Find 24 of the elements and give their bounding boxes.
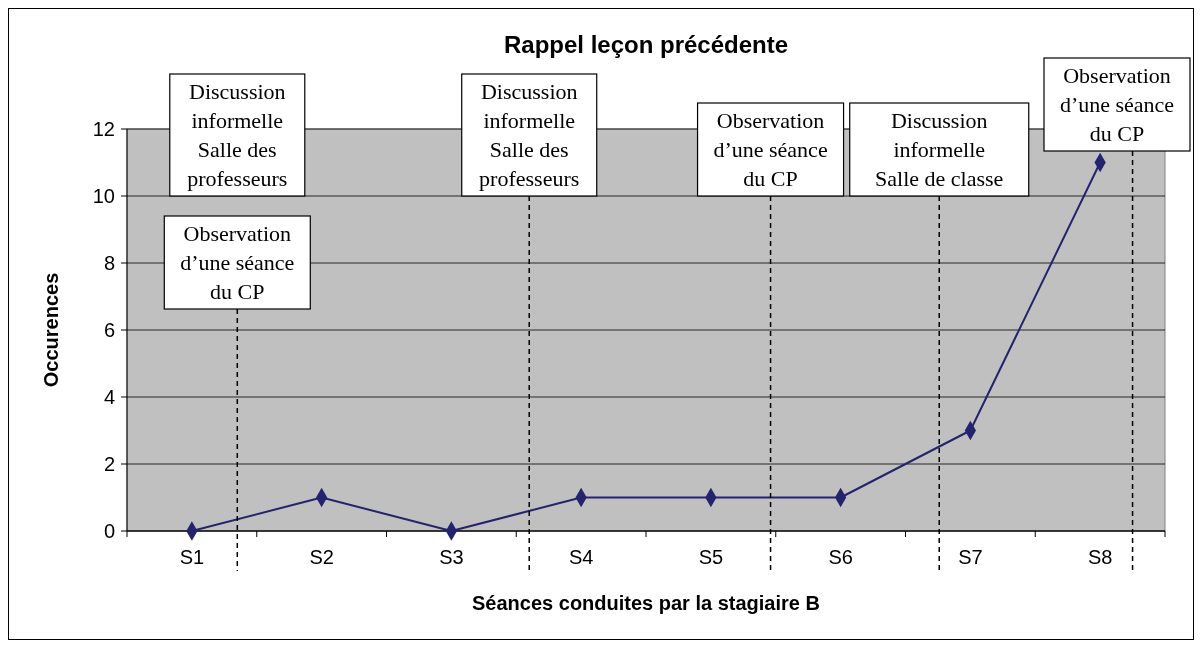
y-tick-label: 10 (92, 185, 115, 207)
y-tick-label: 2 (103, 453, 115, 475)
x-axis-title: Séances conduites par la stagiaire B (472, 592, 820, 614)
x-tick-label: S2 (309, 546, 334, 568)
annotation: Observation d’une séance du CP (1059, 63, 1175, 146)
annotation: Observation d’une séance du CP (713, 108, 828, 191)
x-tick-label: S4 (568, 546, 594, 568)
y-tick-label: 6 (103, 319, 115, 341)
annotation: Observation d’une séance du CP (180, 221, 295, 304)
annotation: Discussion informelle Salle des professeurs (479, 79, 580, 191)
y-axis-title: Occurences (40, 272, 62, 388)
x-tick-label: S3 (439, 546, 464, 568)
annotation: Discussion informelle Salle des professeurs (187, 79, 288, 191)
y-tick-label: 8 (103, 252, 115, 274)
y-tick-label: 0 (103, 520, 115, 542)
x-tick-label: S8 (1087, 546, 1113, 568)
y-tick-label: 4 (103, 386, 115, 408)
y-tick-label: 12 (92, 118, 115, 140)
x-tick-label: S6 (828, 546, 853, 568)
x-tick-label: S5 (698, 546, 724, 568)
annotation: Discussion informelle Salle de classe (875, 108, 1004, 191)
x-tick-label: S1 (179, 546, 205, 568)
chart-title: Rappel leçon précédente (503, 31, 789, 58)
x-tick-label: S7 (958, 546, 983, 568)
